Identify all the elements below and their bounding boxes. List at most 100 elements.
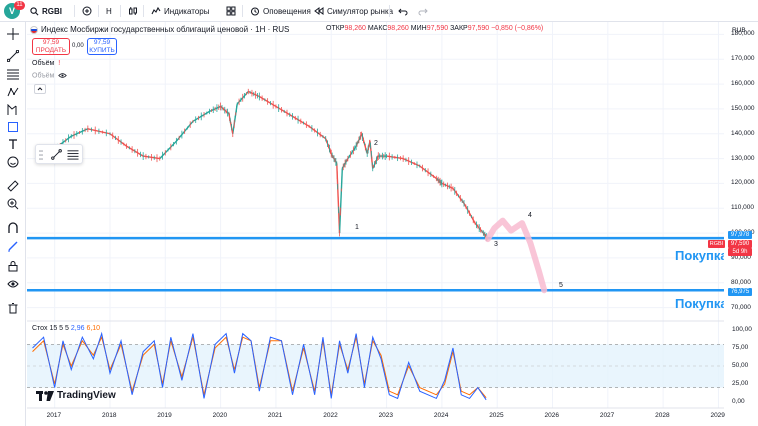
warning-icon[interactable]: ! [58,60,61,67]
time-axis-label: 2021 [267,412,283,419]
toolbar-divider [242,5,243,17]
time-axis-label: 2024 [433,412,449,419]
stochastic-axis-label: 100,00 [732,326,752,333]
volume-indicator-1[interactable]: Объём ! [32,60,60,67]
open-label: ОТКР [326,25,345,32]
tradingview-logo-icon [36,390,54,401]
layouts-button[interactable] [226,3,236,19]
stochastic-axis-label: 0,00 [732,398,745,405]
time-axis-label: 2017 [46,412,62,419]
buy-zone-label-2: Покупка [675,296,728,311]
fib-levels-icon [7,69,19,80]
wave-label-2: 2 [374,140,378,147]
stochastic-legend[interactable]: Стох 15 5 5 2,96 6,10 [32,325,100,332]
wave-label-1: 1 [355,224,359,231]
top-toolbar: V 11 RGBI H Индикаторы Оповещения Симуля… [0,0,758,22]
search-icon [30,6,39,15]
toolbar-divider [143,5,144,17]
forecast-path [484,217,548,294]
pencil-lock-icon [8,241,18,252]
magnet-tool[interactable] [5,220,21,236]
zoom-in-icon [7,198,19,210]
grid-icon [226,6,236,16]
indicators-button[interactable]: Индикаторы [151,3,209,19]
chart-grid [27,22,724,408]
crosshair-icon [7,28,19,40]
time-axis-label: 2026 [544,412,559,419]
time-axis-label: 2025 [489,412,504,419]
ohlc-readout: ОТКР98,260 МАКС98,260 МИН97,590 ЗАКР97,5… [326,25,543,32]
spread-value: 0,00 [72,43,84,49]
magnet-icon [8,222,18,233]
trend-line-tool[interactable] [5,48,21,64]
close-label: ЗАКР [450,25,468,32]
compare-button[interactable] [82,3,92,19]
time-axis-label: 2022 [323,412,338,419]
emoji-tool[interactable] [5,154,21,170]
sell-button[interactable]: 97,59 ПРОДАТЬ [32,38,70,55]
price-axis[interactable] [724,22,758,410]
zoom-tool[interactable] [5,196,21,212]
change-value: −0,850 (−0,86%) [491,25,544,32]
low-label: МИН [410,25,427,32]
measure-tool[interactable] [5,178,21,194]
time-axis-label: 2019 [157,412,172,419]
price-axis-label: 180,000 [731,30,755,38]
wave-label-4: 4 [528,212,532,219]
fib-icon[interactable] [67,149,79,160]
alerts-button[interactable]: Оповещения [250,3,311,19]
symbol-search-button[interactable]: RGBI [30,3,62,19]
chart-type-button[interactable] [128,3,138,19]
price-axis-label: 110,000 [731,204,755,212]
alerts-label: Оповещения [263,6,311,16]
alarm-clock-icon [251,7,259,16]
rectangle-icon [8,122,18,132]
interval-button[interactable]: H [106,3,112,19]
crosshair-tool[interactable] [5,26,21,42]
replay-button[interactable]: Симулятор рынка [314,3,393,19]
indicators-label: Индикаторы [164,6,210,16]
forecast-icon [7,104,17,115]
time-axis-label: 2020 [212,412,228,419]
indicator-label: Объём [32,60,55,67]
plus-circle-icon [82,6,92,16]
price-axis-label: 90,000 [731,253,751,261]
delete-tool[interactable] [5,300,21,316]
time-axis-label: 2027 [599,412,615,419]
buy-price: 97,59 [93,39,111,46]
text-tool[interactable] [5,136,21,152]
drawing-mode-tool[interactable] [5,238,21,254]
currency-label[interactable]: RUB [732,27,746,34]
collapse-legend-button[interactable] [34,84,46,94]
drag-handle-icon[interactable] [39,149,43,161]
lock-tool[interactable] [5,258,21,274]
fib-tool[interactable] [5,66,21,82]
sell-price: 97,59 [42,39,60,46]
rectangle-tool[interactable] [5,119,21,135]
pen-icon[interactable] [51,149,62,160]
pattern-tool[interactable] [5,84,21,100]
toolbar-divider [120,5,121,17]
price-axis-label: 80,000 [731,278,751,286]
prediction-tool[interactable] [5,102,21,118]
price-axis-label: 140,000 [731,129,755,137]
bar-countdown-tag: 5d 9h [728,248,752,256]
redo-button[interactable] [418,3,428,19]
volume-indicator-2[interactable]: Объём [32,72,68,80]
tradingview-logo[interactable]: TradingView [36,390,116,401]
redo-icon [418,8,428,16]
visibility-tool[interactable] [5,276,21,292]
undo-button[interactable] [398,3,408,19]
stochastic-name: Стох [32,325,48,332]
candles-icon [129,7,137,15]
notification-badge: 11 [14,1,25,10]
high-label: МАКС [367,25,388,32]
buy-label: КУПИТЬ [89,46,115,54]
eye-off-icon[interactable] [58,72,68,79]
buy-button[interactable]: 97,59 КУПИТЬ [87,38,117,55]
toolbar-divider [74,5,75,17]
rewind-icon [314,7,324,15]
stochastic-d-line [32,335,487,398]
indicator-label: Объём [32,72,55,80]
